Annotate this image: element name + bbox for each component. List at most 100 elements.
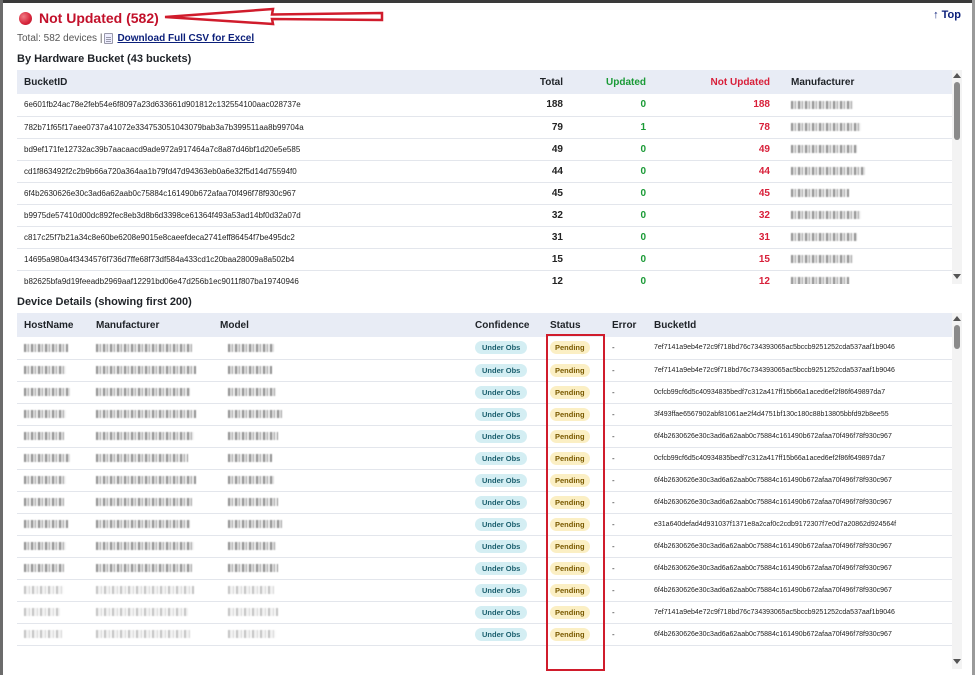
table-row[interactable]: 6e601fb24ac78e2feb54e6f8097a23d633661d90… xyxy=(17,94,952,117)
column-header-model[interactable]: Model xyxy=(213,313,468,337)
manufacturer-cell xyxy=(89,579,213,602)
hostname-cell xyxy=(17,557,89,580)
hostname-cell xyxy=(17,513,89,536)
hostname-cell xyxy=(17,491,89,514)
table-row[interactable]: Under Obs Pending -3f493ffae6567902abf8106… xyxy=(17,403,952,426)
redacted-model xyxy=(228,454,272,463)
red-arrow-annotation xyxy=(164,7,384,26)
column-header-confidence[interactable]: Confidence xyxy=(468,313,543,337)
error-cell: - xyxy=(605,513,647,536)
download-csv-link[interactable]: Download Full CSV for Excel xyxy=(117,33,255,44)
summary-line: Total: 582 devices | Download Full CSV f… xyxy=(17,33,254,44)
column-header-error[interactable]: Error xyxy=(605,313,647,337)
redacted-hostname xyxy=(24,432,64,441)
error-cell: - xyxy=(605,425,647,448)
table-row[interactable]: Under Obs Pending -0cfcb99cf6d5c40934835be… xyxy=(17,381,952,404)
redacted-manufacturer xyxy=(96,608,188,617)
table-row[interactable]: bd9ef171fe12732ac39b7aacaacd9ade972a9174… xyxy=(17,138,952,161)
table-row[interactable]: Under Obs Pending -7ef7141a9eb4e72c9f718bd… xyxy=(17,359,952,382)
table-row[interactable]: Under Obs Pending -6f4b2630626e30c3ad6a62a… xyxy=(17,535,952,558)
buckets-scroll-thumb[interactable] xyxy=(954,82,960,140)
table-row[interactable]: c817c25f7b21a34c8e60be6208e9015e8caeefde… xyxy=(17,226,952,249)
column-header-status[interactable]: Status xyxy=(543,313,605,337)
manufacturer-cell xyxy=(777,204,952,227)
status-cell: Pending xyxy=(543,535,605,558)
table-row[interactable]: 782b71f65f17aee0737a41072e33475305104307… xyxy=(17,116,952,139)
table-row[interactable]: 14695a980a4f3434576f736d7ffe68f73df584a4… xyxy=(17,248,952,271)
table-row[interactable]: Under Obs Pending -6f4b2630626e30c3ad6a62a… xyxy=(17,491,952,514)
confidence-cell: Under Obs xyxy=(468,557,543,580)
table-row[interactable]: Under Obs Pending -7ef7141a9eb4e72c9f718bd… xyxy=(17,601,952,624)
scroll-up-arrow-icon[interactable] xyxy=(953,316,961,321)
redacted-model xyxy=(228,498,278,507)
table-row[interactable]: Under Obs Pending -0cfcb99cf6d5c40934835be… xyxy=(17,447,952,470)
bucket-id-cell: 6f4b2630626e30c3ad6a62aab0c75884c161490b… xyxy=(647,623,952,646)
error-cell: - xyxy=(605,579,647,602)
table-row[interactable]: b82625bfa9d19feeadb2969aaf12291bd06e47d2… xyxy=(17,270,952,284)
updated-cell: 0 xyxy=(570,160,653,183)
manufacturer-cell xyxy=(777,226,952,249)
model-cell xyxy=(213,557,468,580)
updated-cell: 0 xyxy=(570,248,653,271)
buckets-table-container[interactable]: BucketID Total Updated Not Updated Manuf… xyxy=(17,70,952,284)
confidence-badge: Under Obs xyxy=(475,627,528,641)
column-header-bucketid[interactable]: BucketId xyxy=(647,313,952,337)
scroll-down-arrow-icon[interactable] xyxy=(953,659,961,664)
column-header-bucketid[interactable]: BucketID xyxy=(17,70,432,94)
scroll-down-arrow-icon[interactable] xyxy=(953,274,961,279)
bucket-id-cell: 6f4b2630626e30c3ad6a62aab0c75884c161490b… xyxy=(647,469,952,492)
confidence-cell: Under Obs xyxy=(468,337,543,360)
hostname-cell xyxy=(17,425,89,448)
devices-scroll-thumb[interactable] xyxy=(954,325,960,349)
hostname-cell xyxy=(17,447,89,470)
column-header-total[interactable]: Total xyxy=(432,70,570,94)
table-row[interactable]: Under Obs Pending -6f4b2630626e30c3ad6a62a… xyxy=(17,579,952,602)
table-row[interactable]: Under Obs Pending -6f4b2630626e30c3ad6a62a… xyxy=(17,469,952,492)
hostname-cell xyxy=(17,337,89,360)
table-row[interactable]: Under Obs Pending - e31a640defad4d931037f13… xyxy=(17,513,952,536)
buckets-scrollbar[interactable] xyxy=(952,70,962,284)
table-row[interactable]: b9975de57410d00dc892fec8eb3d8b6d3398ce61… xyxy=(17,204,952,227)
table-row[interactable]: 6f4b2630626e30c3ad6a62aab0c75884c161490b… xyxy=(17,182,952,205)
column-header-hostname[interactable]: HostName xyxy=(17,313,89,337)
not-updated-cell: 31 xyxy=(653,226,777,249)
confidence-cell: Under Obs xyxy=(468,359,543,382)
column-header-manufacturer[interactable]: Manufacturer xyxy=(777,70,952,94)
scroll-up-arrow-icon[interactable] xyxy=(953,73,961,78)
red-circle-icon xyxy=(19,11,32,25)
table-row[interactable]: Under Obs Pending -6f4b2630626e30c3ad6a62a… xyxy=(17,557,952,580)
model-cell xyxy=(213,447,468,470)
table-row[interactable]: Under Obs Pending -6f4b2630626e30c3ad6a62a… xyxy=(17,425,952,448)
model-cell xyxy=(213,359,468,382)
devices-scrollbar[interactable] xyxy=(952,313,962,669)
bucket-id-cell: b9975de57410d00dc892fec8eb3d8b6d3398ce61… xyxy=(17,204,432,227)
manufacturer-cell xyxy=(89,447,213,470)
confidence-cell: Under Obs xyxy=(468,623,543,646)
redacted-model xyxy=(228,564,278,573)
table-row[interactable]: Under Obs Pending -6f4b2630626e30c3ad6a62a… xyxy=(17,623,952,646)
table-row[interactable]: cd1f863492f2c2b9b66a720a364aa1b79fd47d94… xyxy=(17,160,952,183)
table-row[interactable]: Under Obs Pending -7ef7141a9eb4e72c9f718bd… xyxy=(17,337,952,360)
redacted-model xyxy=(228,388,276,397)
redacted-manufacturer xyxy=(96,344,192,353)
bucket-id-cell: 6f4b2630626e30c3ad6a62aab0c75884c161490b… xyxy=(647,491,952,514)
model-cell xyxy=(213,425,468,448)
error-cell: - xyxy=(605,447,647,470)
redacted-manufacturer xyxy=(791,189,849,198)
devices-table-container[interactable]: HostName Manufacturer Model Confidence S… xyxy=(17,313,952,669)
redacted-hostname xyxy=(24,454,70,463)
error-cell: - xyxy=(605,337,647,360)
confidence-badge: Under Obs xyxy=(475,561,528,575)
hostname-cell xyxy=(17,359,89,382)
hostname-cell xyxy=(17,469,89,492)
status-cell: Pending xyxy=(543,579,605,602)
bucket-id-cell: 6f4b2630626e30c3ad6a62aab0c75884c161490b… xyxy=(647,425,952,448)
bucket-id-cell: 3f493ffae6567902abf81061ae2f4d4751bf130c… xyxy=(647,403,952,426)
column-header-updated[interactable]: Updated xyxy=(570,70,653,94)
redacted-manufacturer xyxy=(96,498,192,507)
column-header-not-updated[interactable]: Not Updated xyxy=(653,70,777,94)
back-to-top-link[interactable]: ↑ Top xyxy=(933,9,961,21)
column-header-manufacturer[interactable]: Manufacturer xyxy=(89,313,213,337)
status-cell: Pending xyxy=(543,513,605,536)
manufacturer-cell xyxy=(777,182,952,205)
